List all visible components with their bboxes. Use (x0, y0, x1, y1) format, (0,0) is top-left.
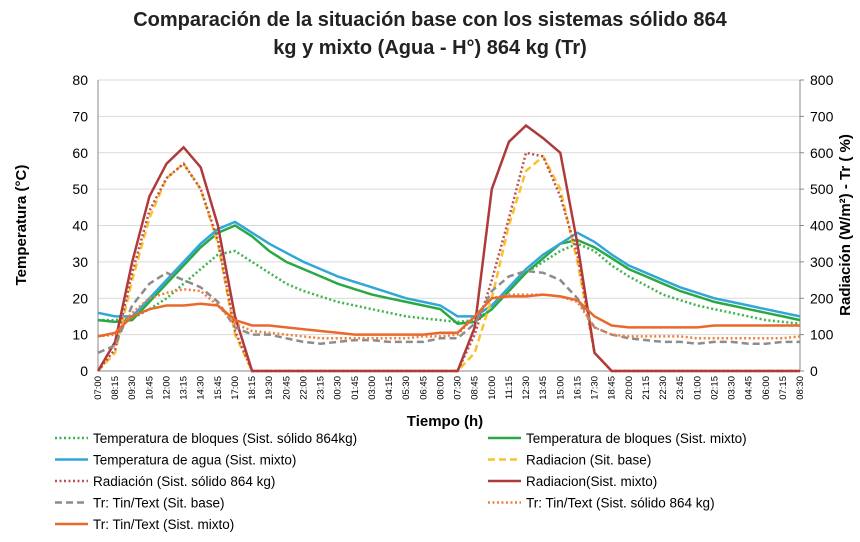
y2-tick-label: 600 (810, 145, 834, 161)
x-tick-label: 14:30 (196, 376, 207, 400)
x-tick-label: 09:30 (127, 376, 138, 400)
y2-tick-label: 200 (810, 290, 834, 306)
x-tick-label: 13:15 (179, 376, 190, 400)
legend-label: Temperatura de bloques (Sist. mixto) (526, 431, 747, 446)
legend-label: Tr: Tin/Text (Sist. sólido 864 kg) (526, 496, 715, 511)
x-tick-label: 06:45 (418, 376, 429, 400)
y-tick-label: 70 (72, 108, 88, 124)
x-tick-label: 08:15 (110, 376, 121, 400)
x-axis-label: Tiempo (h) (407, 413, 483, 430)
legend-label: Temperatura de bloques (Sist. sólido 864… (93, 431, 357, 446)
x-tick-label: 18:45 (607, 376, 618, 400)
y-tick-label: 80 (72, 72, 88, 88)
y2-tick-label: 300 (810, 254, 834, 270)
x-tick-label: 17:30 (590, 376, 601, 400)
x-tick-label: 07:30 (453, 376, 464, 400)
x-tick-label: 08:00 (435, 376, 446, 400)
x-tick-label: 15:45 (213, 376, 224, 400)
x-tick-label: 07:15 (778, 376, 789, 400)
x-tick-label: 00:30 (333, 376, 344, 400)
x-tick-label: 04:15 (384, 376, 395, 400)
x-tick-label: 20:45 (281, 376, 292, 400)
x-tick-label: 16:15 (572, 376, 583, 400)
x-tick-label: 08:30 (795, 376, 806, 400)
legend-label: Radiación (Sist. sólido 864 kg) (93, 474, 275, 489)
series-line (98, 242, 801, 325)
y2-tick-label: 800 (810, 72, 834, 88)
series-line (96, 123, 800, 373)
legend-label: Temperatura de agua (Sist. mixto) (93, 453, 296, 468)
x-tick-label: 11:15 (504, 376, 515, 399)
x-tick-label: 20:00 (624, 376, 635, 400)
x-tick-label: 21:15 (641, 376, 652, 400)
x-tick-label: 10:00 (487, 376, 498, 400)
y-tick-label: 10 (72, 327, 88, 343)
series-line (97, 220, 801, 318)
x-tick-label: 12:30 (521, 376, 532, 400)
x-tick-label: 07:00 (93, 376, 104, 400)
x-tick-label: 22:30 (658, 376, 669, 400)
x-tick-label: 02:15 (709, 376, 720, 400)
x-tick-label: 19:30 (264, 376, 275, 400)
x-tick-label: 17:00 (230, 376, 241, 400)
x-tick-label: 22:00 (298, 376, 309, 400)
y2-axis-label: Radiación (W/m²) - Tr ( %) (837, 134, 854, 316)
chart-title: Comparación de la situación base con los… (133, 9, 727, 59)
x-tick-label: 06:00 (761, 376, 772, 400)
legend-label: Radiacion(Sist. mixto) (526, 474, 657, 489)
series-line (97, 269, 800, 354)
x-tick-label: 08:45 (470, 376, 481, 400)
y2-tick-label: 700 (810, 108, 834, 124)
x-tick-label: 18:15 (247, 376, 258, 400)
x-tick-label: 12:00 (161, 376, 172, 400)
legend-label: Tr: Tin/Text (Sit. base) (93, 496, 225, 511)
x-tick-label: 01:45 (350, 376, 361, 400)
y-tick-label: 50 (72, 181, 88, 197)
x-tick-label: 04:45 (744, 376, 755, 400)
x-tick-label: 10:45 (144, 376, 155, 400)
x-tick-label: 13:45 (538, 376, 549, 400)
y-tick-label: 20 (72, 290, 88, 306)
x-tick-label: 15:00 (555, 376, 566, 400)
legend-label: Tr: Tin/Text (Sist. mixto) (93, 517, 234, 532)
series-line (97, 293, 800, 338)
y-tick-label: 30 (72, 254, 88, 270)
y2-tick-label: 100 (810, 327, 834, 343)
y-tick-label: 0 (80, 363, 88, 379)
legend-label: Radiacion (Sit. base) (526, 453, 651, 468)
x-tick-label: 03:00 (367, 376, 378, 400)
y-tick-label: 40 (72, 218, 88, 234)
y2-tick-label: 400 (810, 218, 834, 234)
x-tick-label: 23:45 (675, 376, 686, 400)
x-tick-label: 03:30 (727, 376, 738, 400)
x-tick-label: 01:00 (692, 376, 703, 400)
series-line (97, 287, 801, 340)
x-tick-label: 05:30 (401, 376, 412, 400)
y-axis-label: Temperatura (°C) (13, 165, 30, 286)
x-tick-label: 23:15 (316, 376, 327, 400)
y2-tick-label: 0 (810, 363, 818, 379)
y2-tick-label: 500 (810, 181, 834, 197)
y-tick-label: 60 (72, 145, 88, 161)
